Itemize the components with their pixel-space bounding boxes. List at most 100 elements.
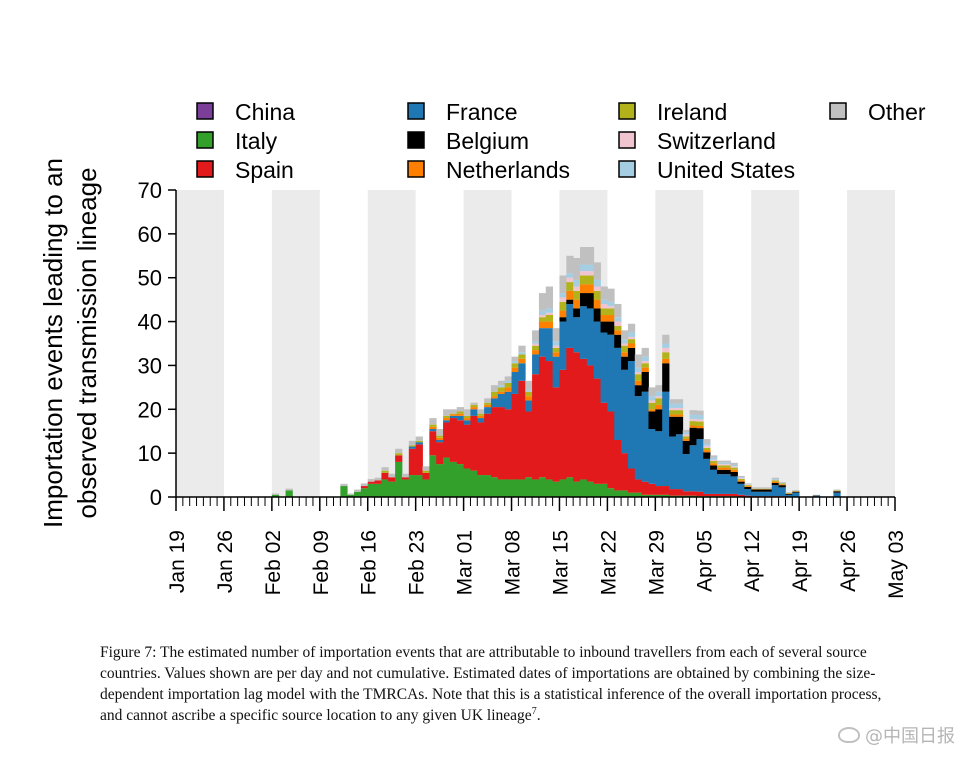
bar-segment-france [792,492,800,497]
bar-segment-united-states [593,279,601,287]
bar-segment-ireland [580,275,588,285]
bar-segment-france [758,491,766,497]
bar-segment-france [607,334,615,412]
bar-segment-ireland [689,421,697,426]
bar-segment-italy [545,479,554,497]
bar-segment-france [600,332,608,403]
bar-segment-belgium [778,485,786,488]
bar-segment-netherlands [463,418,471,421]
bar-segment-other [443,409,451,416]
bar-segment-belgium [682,440,690,455]
bar-segment-spain [566,347,574,478]
bar-segment-italy [607,488,615,497]
bar-segment-other [696,410,704,415]
bar-segment-italy [566,477,574,497]
bar-segment-other [566,255,574,274]
bar-segment-switzerland [641,361,649,364]
bar-segment-switzerland [614,321,622,326]
bar-segment-italy [285,490,293,497]
bar-segment-spain [408,448,417,476]
bar-segment-spain [443,422,451,458]
bar-segment-italy [580,479,588,497]
legend-item-italy: Italy [196,128,278,154]
bar-segment-united-states [710,457,718,460]
bar-segment-switzerland [600,304,608,309]
bar-segment-ireland [593,290,601,300]
bar-segment-italy [347,494,355,497]
bar-segment-france [614,347,622,440]
bar-segment-other [580,247,588,265]
bar-segment-netherlands [655,404,663,410]
bar-segment-france [525,400,533,412]
bar-segment-ireland [641,363,649,368]
bar-segment-switzerland [737,478,745,480]
bar-segment-spain [634,479,643,493]
bar-segment-spain [703,493,711,497]
bar-segment-switzerland [559,297,567,302]
bar-segment-france [436,439,444,443]
legend-label: Other [868,99,926,125]
bar-segment-united-states [580,264,588,272]
bar-segment-other [703,439,711,444]
bar-segment-united-states [696,414,704,420]
bar-segment-spain [552,387,560,482]
bar-segment-france [470,409,478,416]
x-tick-label: Jan 26 [214,530,237,593]
bar-segment-italy [436,464,444,497]
bar-segment-other [689,410,697,415]
bar-segment-other [360,483,369,487]
bar-segment-switzerland [662,347,670,353]
bar-segment-spain [504,409,512,480]
bar-segment-france [532,354,540,375]
bar-segment-ireland [744,485,752,487]
legend-label: China [235,99,295,125]
bar-segment-united-states [559,293,567,298]
bar-segment-netherlands [716,467,725,470]
bar-segment-italy [532,479,540,497]
bar-segment-italy [463,468,471,497]
bar-segment-ireland [559,301,567,311]
bar-segment-netherlands [696,425,704,429]
bar-segment-italy [367,483,375,497]
bar-segment-spain [573,352,581,482]
bar-segment-netherlands [634,380,643,386]
bar-segment-spain [559,369,567,480]
bar-segment-ireland [436,435,444,438]
bar-segment-spain [580,358,588,480]
bar-segment-united-states [504,380,512,383]
bar-segment-other [340,483,348,487]
bar-segment-france [443,420,451,423]
bar-segment-ireland [696,421,704,426]
bar-segment-other [388,473,396,478]
bar-segment-other [511,356,519,362]
bar-segment-ireland [771,480,779,482]
bar-segment-netherlands [710,463,718,466]
bar-segment-united-states [634,367,643,373]
bar-segment-belgium [593,308,601,322]
bar-segment-italy [525,477,533,497]
bar-segment-other [737,475,745,478]
bar-segment-italy [340,486,348,497]
bar-segment-netherlands [737,480,745,482]
bar-segment-netherlands [436,437,444,440]
bar-segment-netherlands [518,358,526,364]
bar-segment-france [408,446,417,449]
bar-segment-united-states [771,479,779,480]
bar-segment-italy [374,483,382,497]
bar-segment-belgium [580,293,588,307]
bar-segment-other [354,489,362,492]
legend-item-ireland: Ireland [618,99,727,125]
legend-label: France [446,99,518,125]
bar-segment-spain [689,491,697,496]
bar-segment-other [744,483,752,485]
bar-segment-france [429,429,437,432]
bar-segment-other [532,330,540,342]
bar-segment-netherlands [771,481,779,483]
bar-segment-spain [627,468,636,493]
bar-segment-france [730,476,738,494]
bar-segment-switzerland [586,271,595,276]
x-tick-label: Mar 08 [502,530,525,595]
bar-segment-france [586,308,595,366]
bar-segment-netherlands [470,407,478,410]
bar-segment-ireland [545,314,554,322]
